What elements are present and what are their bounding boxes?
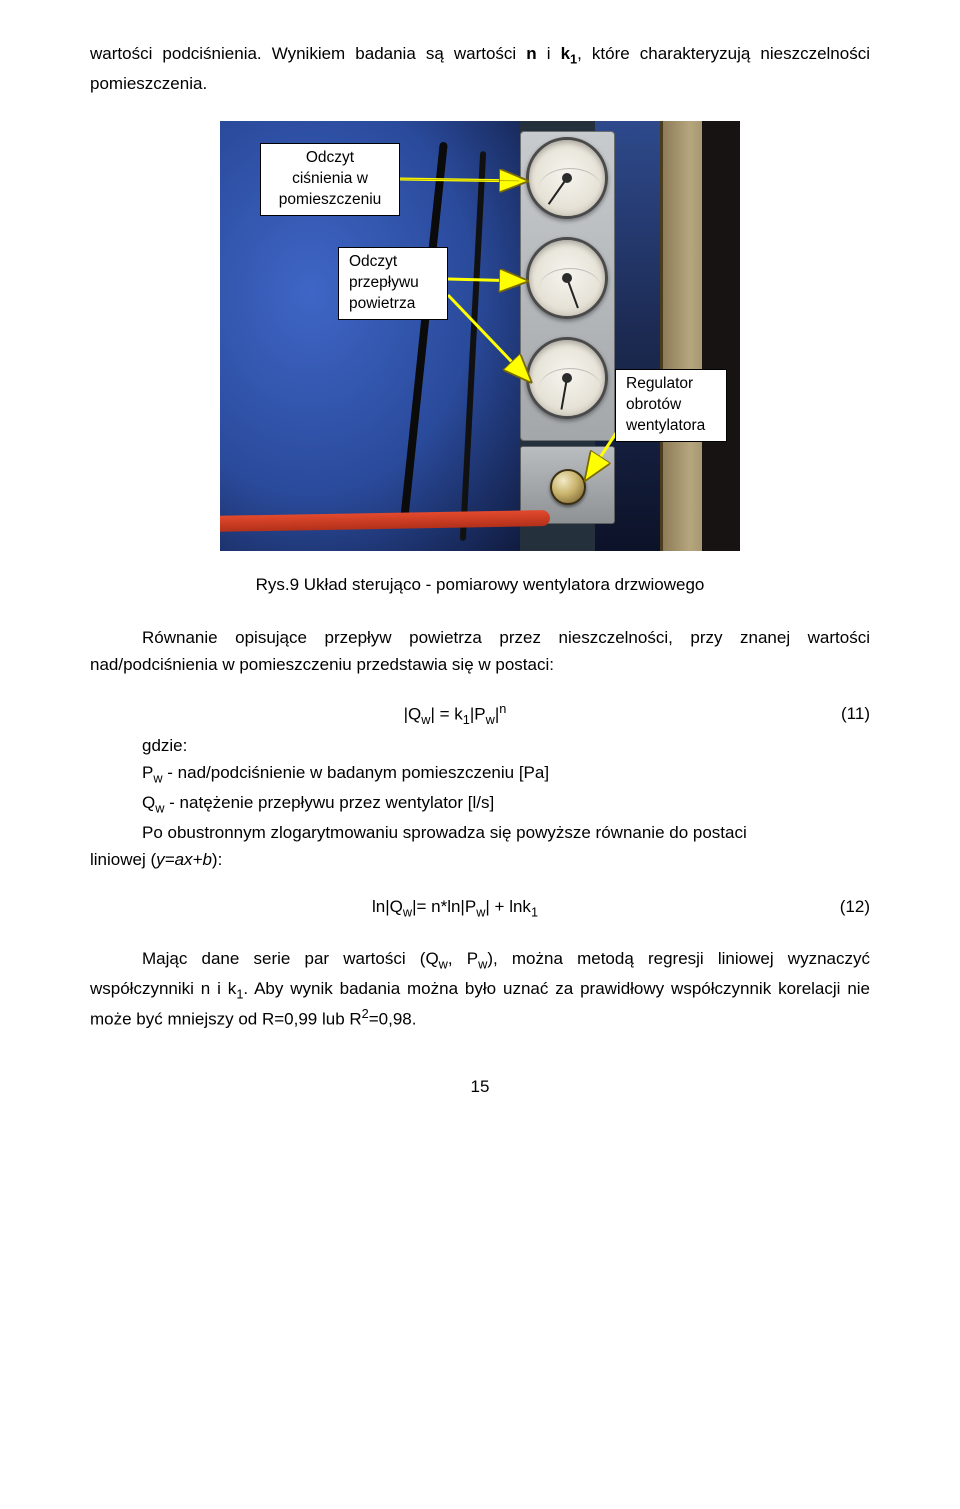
callout-pressure-l3: pomieszczeniu (279, 191, 382, 208)
pressure-gauge-top (526, 137, 608, 219)
pw-definition: Pw - nad/podciśnienie w badanym pomieszc… (142, 759, 870, 789)
equation-11: |Qw| = k1|Pw|n (11) (90, 699, 870, 730)
callout-flow: Odczyt przepływu powietrza (338, 247, 448, 320)
callout-flow-l2: przepływu (349, 274, 419, 291)
flow-gauge-mid (526, 237, 608, 319)
eq11-number: (11) (820, 700, 870, 727)
flow-gauge-bottom (526, 337, 608, 419)
eq12-mid: |= n*ln|P (412, 897, 476, 916)
log-paragraph-1: Po obustronnym zlogarytmowaniu sprowadza… (90, 819, 870, 846)
intro-n: n (526, 44, 536, 63)
final-paragraph: Mając dane serie par wartości (Qw, Pw), … (90, 945, 870, 1033)
eq12-s1: w (403, 904, 412, 919)
qw-definition: Qw - natężenie przepływu przez wentylato… (142, 789, 870, 819)
qw-sym: Q (142, 793, 155, 812)
lin-formula: y=ax+b (156, 850, 212, 869)
pw-text: - nad/podciśnienie w badanym pomieszczen… (163, 763, 550, 782)
intro-text-c: i (537, 44, 561, 63)
eq12-end: | + lnk (485, 897, 531, 916)
eq11-k1: 1 (463, 712, 470, 727)
eq11-p: |P (470, 704, 486, 723)
equation-12: ln|Qw|= n*ln|Pw| + lnk1 (12) (90, 893, 870, 923)
intro-k: k (561, 44, 570, 63)
p3-s1: w (439, 956, 448, 971)
gdzie-label: gdzie: (142, 732, 870, 759)
qw-text: - natężenie przepływu przez wentylator [… (164, 793, 494, 812)
regulator-knob (550, 469, 586, 505)
figure-container: Odczyt ciśnienia w pomieszczeniu Odczyt … (220, 121, 740, 551)
callout-regulator: Regulator obrotów wentylatora (615, 369, 727, 442)
p3-s2: w (478, 956, 487, 971)
figure-caption: Rys.9 Układ sterująco - pomiarowy wentyl… (90, 571, 870, 598)
pw-sym: P (142, 763, 153, 782)
eq11-eq: | = k (430, 704, 462, 723)
p3-s4: 2 (362, 1006, 369, 1021)
intro-text-f: , które charakteryzują (577, 44, 750, 63)
callout-regulator-l2: obrotów (626, 396, 681, 413)
p3-b: , P (448, 949, 478, 968)
p3-e: =0,98. (369, 1010, 417, 1029)
eq11-n: n (499, 701, 506, 716)
eq12-lnq: ln|Q (372, 897, 403, 916)
callout-regulator-l3: wentylatora (626, 417, 705, 434)
lin-c: ): (212, 850, 222, 869)
callout-flow-l1: Odczyt (349, 253, 397, 270)
page-number: 15 (90, 1073, 870, 1100)
eq11-pw: w (486, 712, 495, 727)
callout-pressure-l1: Odczyt (306, 149, 354, 166)
log-paragraph-2: liniowej (y=ax+b): (90, 846, 870, 873)
callout-pressure: Odczyt ciśnienia w pomieszczeniu (260, 143, 400, 216)
intro-text-a: wartości podciśnienia. Wynikiem badania … (90, 44, 526, 63)
callout-pressure-l2: ciśnienia w (292, 170, 368, 187)
door-opening (702, 121, 740, 551)
p3-a: Mając dane serie par wartości (Q (142, 949, 439, 968)
pw-sub: w (153, 771, 162, 786)
equation-intro: Równanie opisujące przepływ powietrza pr… (90, 624, 870, 678)
eq11-q: |Q (404, 704, 422, 723)
callout-regulator-l1: Regulator (626, 375, 693, 392)
lin-a: liniowej ( (90, 850, 156, 869)
intro-paragraph: wartości podciśnienia. Wynikiem badania … (90, 40, 870, 97)
callout-flow-l3: powietrza (349, 295, 415, 312)
eq12-s3: 1 (531, 904, 538, 919)
eq12-number: (12) (820, 893, 870, 920)
